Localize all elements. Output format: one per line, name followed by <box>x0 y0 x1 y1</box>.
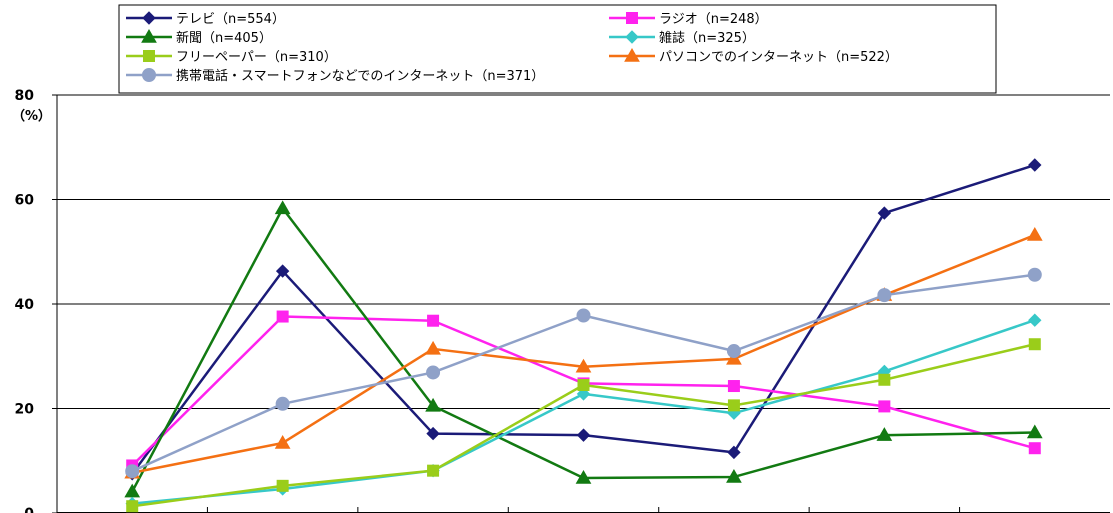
data-point <box>425 397 441 412</box>
data-point <box>275 264 290 278</box>
data-point <box>274 434 291 449</box>
data-point <box>126 500 139 513</box>
legend-item: フリーペーパー（n=310） <box>126 50 337 65</box>
legend-label: パソコンでのインターネット（n=522） <box>659 50 898 65</box>
series-lines <box>124 158 1043 513</box>
data-point <box>125 464 140 479</box>
legend: テレビ（n=554） ラジオ（n=248） 新聞（n=405） 雑誌（n=325） フリ… <box>118 4 997 94</box>
data-point <box>1026 424 1043 439</box>
data-point <box>1028 158 1042 172</box>
data-point <box>427 314 440 327</box>
data-point <box>426 426 440 441</box>
y-tick-label: 0 <box>24 506 34 513</box>
data-point <box>575 358 592 373</box>
data-point <box>1028 442 1041 455</box>
data-point <box>274 200 291 215</box>
data-point <box>1028 313 1042 327</box>
legend-item: 新聞（n=405） <box>126 28 272 46</box>
series-2 <box>124 200 1043 498</box>
data-point <box>878 373 891 386</box>
data-point <box>426 365 441 380</box>
data-point <box>276 310 289 323</box>
data-point <box>427 464 440 477</box>
series-4 <box>126 338 1041 513</box>
legend-label: 携帯電話・スマートフォンなどでのインターネット（n=371） <box>176 68 544 84</box>
data-point <box>877 206 892 220</box>
data-point <box>576 308 591 323</box>
data-point <box>878 400 891 413</box>
legend-swatch-marker <box>142 68 156 82</box>
data-point <box>1027 267 1042 282</box>
series-6 <box>125 267 1042 479</box>
legend-item: 携帯電話・スマートフォンなどでのインターネット（n=371） <box>126 68 544 84</box>
legend-item: パソコンでのインターネット（n=522） <box>609 47 898 65</box>
data-point <box>275 396 290 411</box>
legend-swatch-marker <box>624 47 640 62</box>
legend-label: ラジオ（n=248） <box>659 12 768 27</box>
data-point <box>576 428 591 442</box>
data-point <box>727 445 741 460</box>
legend-box <box>118 4 997 94</box>
legend-swatch-marker <box>141 28 157 43</box>
legend-swatch-marker <box>142 11 156 25</box>
data-point <box>727 380 740 393</box>
legend-label: 新聞（n=405） <box>176 30 272 46</box>
legend-item: テレビ（n=554） <box>126 11 285 27</box>
data-point <box>727 399 740 412</box>
data-point <box>276 479 289 492</box>
data-point <box>1028 338 1041 351</box>
legend-label: フリーペーパー（n=310） <box>176 50 337 65</box>
data-point <box>877 288 892 303</box>
data-point <box>577 378 590 391</box>
y-tick-label: 40 <box>15 297 35 313</box>
y-tick-label: 60 <box>15 193 35 209</box>
data-point <box>726 468 742 483</box>
data-point <box>1026 227 1043 241</box>
legend-swatch-marker <box>143 50 155 62</box>
y-unit-label: （%） <box>12 108 51 124</box>
y-tick-label: 80 <box>15 88 35 104</box>
legend-item: 雑誌（n=325） <box>609 30 755 46</box>
data-point <box>575 469 592 484</box>
data-point <box>726 344 741 359</box>
legend-swatch-marker <box>626 12 638 24</box>
legend-swatch-marker <box>625 30 639 44</box>
data-point <box>425 340 441 355</box>
data-point <box>876 427 893 441</box>
y-tick-label: 20 <box>15 402 35 418</box>
legend-label: テレビ（n=554） <box>176 12 285 27</box>
data-point <box>124 483 141 498</box>
legend-label: 雑誌（n=325） <box>659 30 755 46</box>
legend-item: ラジオ（n=248） <box>609 12 768 27</box>
